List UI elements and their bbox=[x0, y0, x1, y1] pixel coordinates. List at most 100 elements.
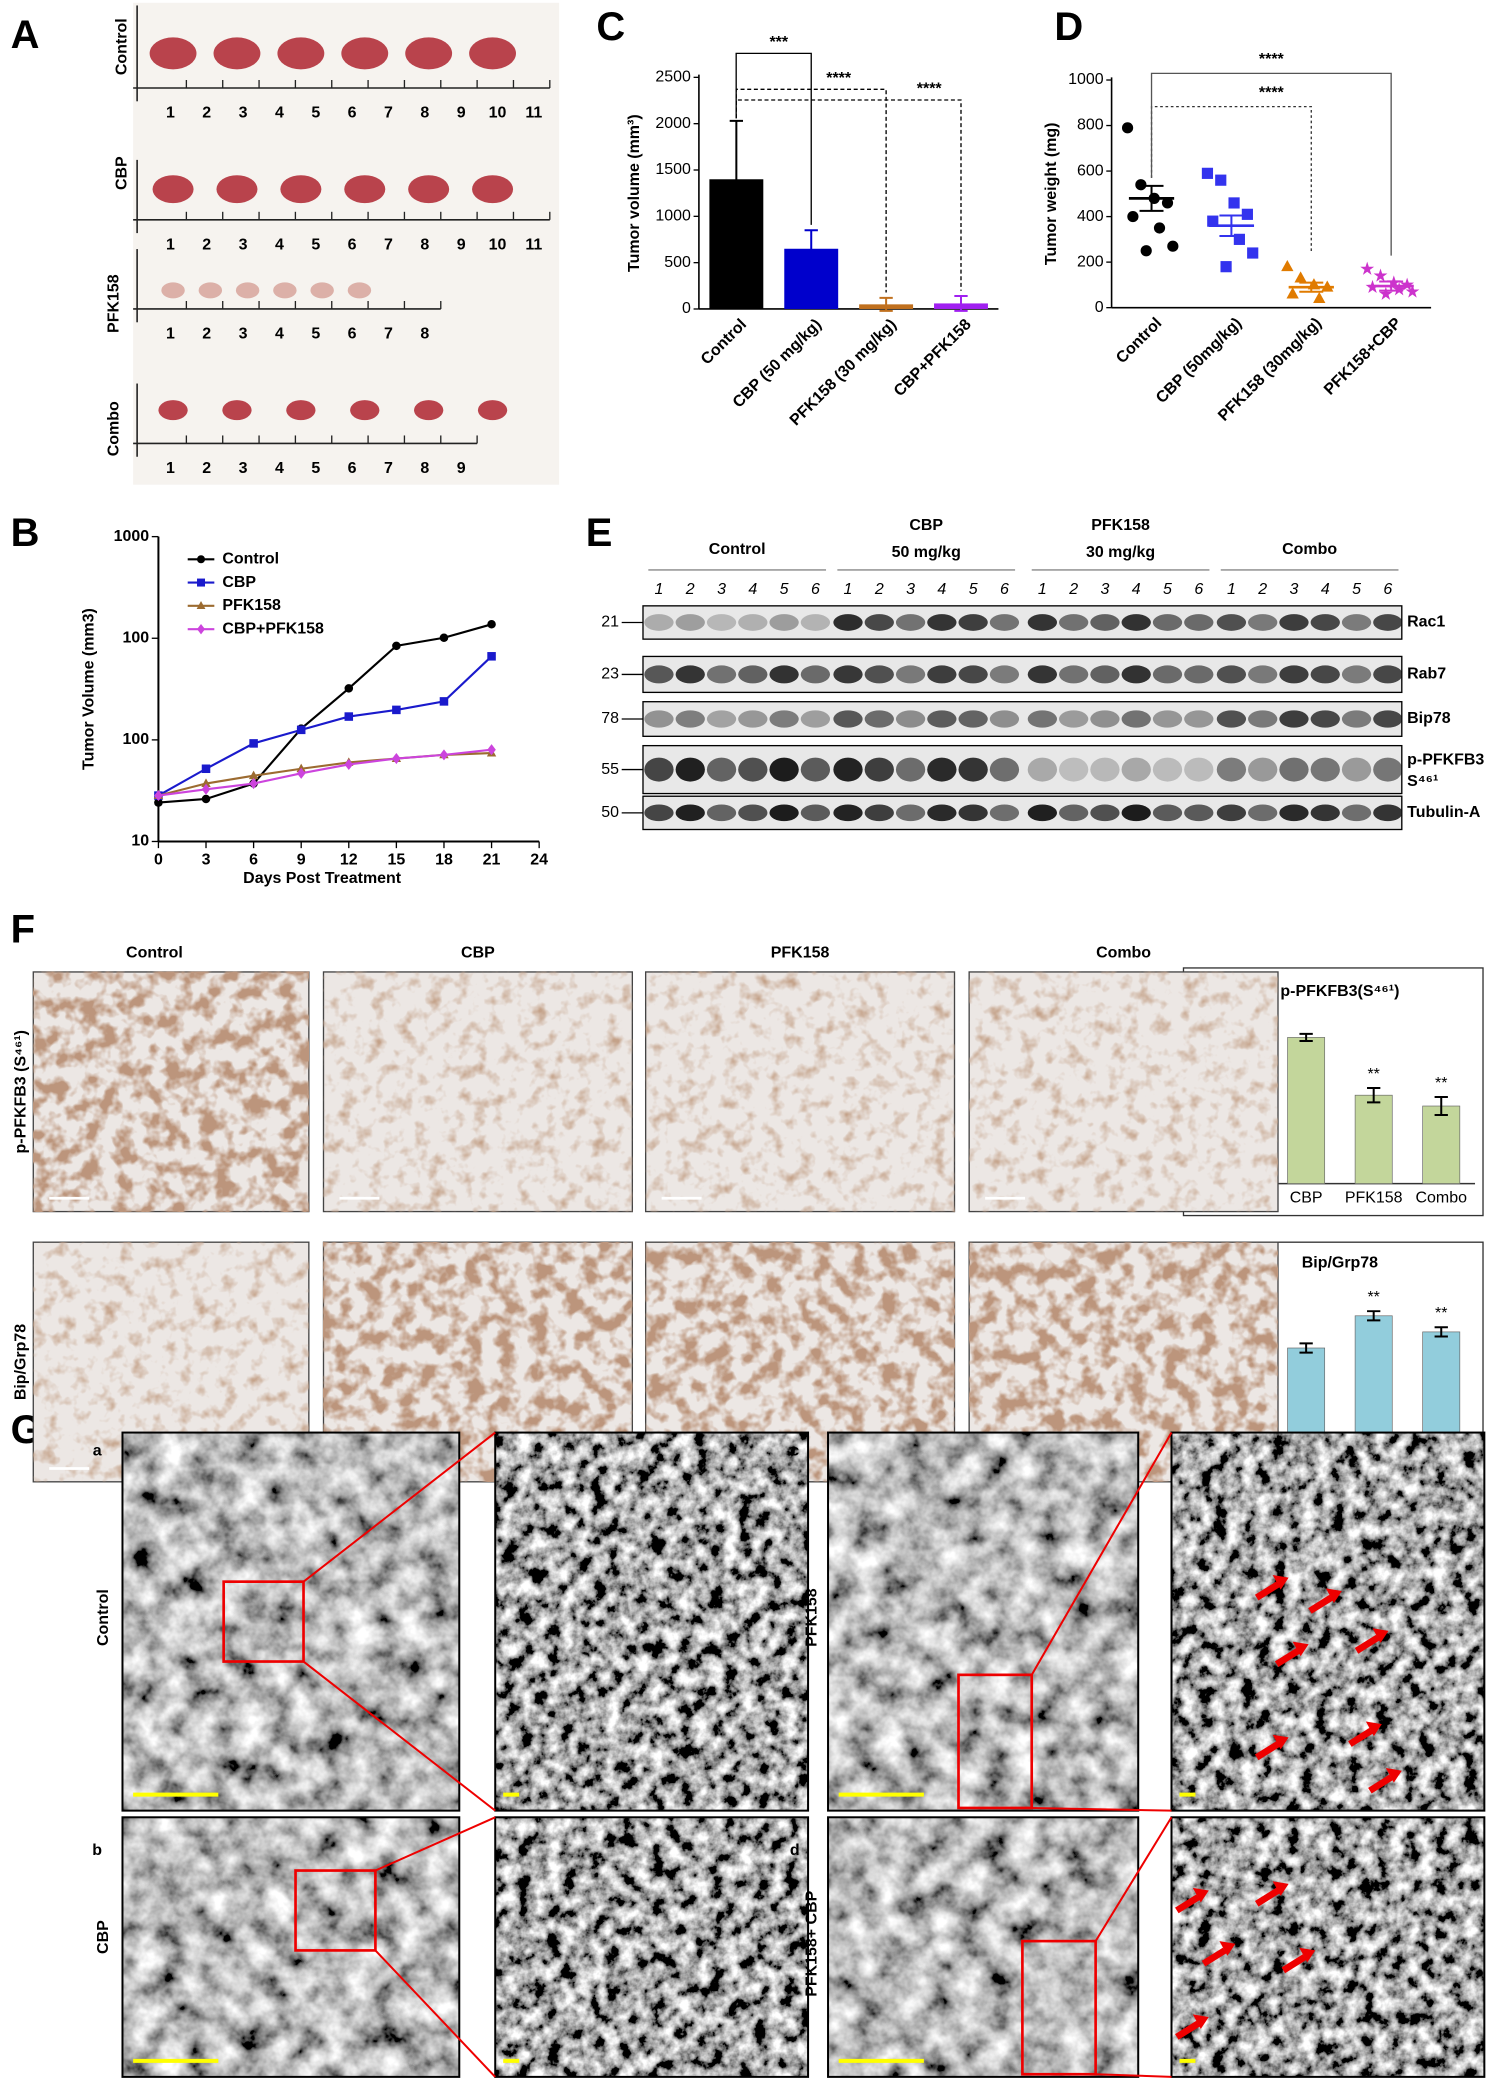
row-label: Bip/Grp78 bbox=[13, 1324, 30, 1400]
ihc-stain bbox=[323, 971, 633, 1212]
marker bbox=[1201, 167, 1214, 179]
mw-label: 78 bbox=[601, 710, 619, 727]
band bbox=[927, 665, 957, 684]
band bbox=[989, 614, 1020, 631]
lane-number: 2 bbox=[874, 581, 884, 598]
band bbox=[706, 614, 737, 631]
ruler-number: 7 bbox=[384, 236, 393, 253]
tumor bbox=[347, 282, 372, 299]
arrow bbox=[1274, 1648, 1300, 1668]
band bbox=[1216, 804, 1247, 822]
lane-number: 6 bbox=[1383, 581, 1392, 598]
sem-bar bbox=[1219, 214, 1244, 237]
lane-number: 6 bbox=[1194, 581, 1203, 598]
band bbox=[1152, 804, 1183, 822]
arrow-head bbox=[1292, 1641, 1309, 1657]
band bbox=[1216, 757, 1247, 782]
ruler-number: 3 bbox=[239, 325, 248, 342]
band bbox=[769, 614, 799, 631]
band bbox=[1121, 614, 1151, 631]
row-label: Rac1 bbox=[1407, 614, 1445, 631]
x-tick-label: Control bbox=[1113, 315, 1165, 367]
marker bbox=[1281, 259, 1294, 272]
marker bbox=[197, 555, 206, 564]
em-zoom bbox=[495, 1432, 809, 1811]
band bbox=[1341, 757, 1372, 782]
y-tick-label: 1000 bbox=[1068, 71, 1104, 88]
band bbox=[738, 757, 768, 782]
y-tick-label: 400 bbox=[1077, 208, 1104, 225]
zoom-line bbox=[302, 1660, 496, 1812]
panel-label: B bbox=[11, 511, 40, 555]
band bbox=[1027, 614, 1058, 631]
error-bar bbox=[729, 119, 744, 239]
zoom-line bbox=[1095, 2073, 1172, 2078]
tumor bbox=[161, 282, 185, 299]
band bbox=[1059, 665, 1089, 684]
marker bbox=[1373, 268, 1388, 282]
band bbox=[989, 757, 1020, 782]
band bbox=[1373, 804, 1403, 822]
row-label: p-PFKFB3 bbox=[1407, 751, 1484, 768]
band bbox=[644, 614, 674, 631]
marker bbox=[392, 641, 401, 651]
marker bbox=[1392, 282, 1407, 296]
band bbox=[864, 614, 894, 631]
marker bbox=[249, 777, 258, 790]
x-tick-label: 18 bbox=[435, 851, 453, 868]
em-image bbox=[121, 1431, 460, 1812]
em-zoom bbox=[1171, 1817, 1485, 2077]
band bbox=[644, 665, 674, 684]
ruler-number: 10 bbox=[489, 105, 507, 122]
sub-label: d bbox=[790, 1842, 800, 1859]
em-frame bbox=[1170, 1431, 1486, 1812]
band bbox=[1248, 665, 1278, 684]
significance: **** bbox=[1259, 85, 1285, 102]
y-axis-label: Tumor Volume (mm3) bbox=[80, 608, 97, 770]
marker bbox=[201, 783, 211, 795]
band bbox=[1373, 757, 1403, 782]
y-tick-label: 0 bbox=[1095, 299, 1104, 316]
row-label: PFK158+ CBP bbox=[803, 1890, 820, 1996]
row-label: Control bbox=[114, 18, 131, 75]
ruler-number: 3 bbox=[239, 460, 248, 477]
band bbox=[644, 710, 674, 728]
bar bbox=[1354, 1094, 1393, 1184]
band bbox=[927, 804, 957, 822]
significance: ** bbox=[1435, 1305, 1447, 1322]
band bbox=[800, 757, 831, 782]
marker bbox=[1233, 233, 1245, 245]
group-label: PFK158 bbox=[1091, 517, 1150, 534]
lane-number: 5 bbox=[1163, 581, 1172, 598]
marker bbox=[1121, 122, 1134, 134]
band bbox=[1121, 757, 1151, 782]
marker bbox=[1241, 208, 1253, 220]
ruler-number: 8 bbox=[420, 460, 429, 477]
band bbox=[1059, 614, 1089, 631]
tumor bbox=[273, 282, 297, 299]
ruler-number: 6 bbox=[348, 236, 357, 253]
marker bbox=[296, 767, 306, 779]
arrow bbox=[1175, 1894, 1200, 1914]
y-tick-label: 1000 bbox=[114, 528, 150, 545]
marker bbox=[1247, 247, 1259, 259]
arrow-head bbox=[1219, 1941, 1236, 1956]
ruler-number: 7 bbox=[384, 105, 393, 122]
em-frame bbox=[494, 1816, 810, 2078]
chart-title: Bip/Grp78 bbox=[1302, 1255, 1378, 1272]
band bbox=[958, 710, 988, 728]
arrow bbox=[1281, 1954, 1307, 1974]
arrow-head bbox=[1325, 1588, 1342, 1603]
panel-label: E bbox=[586, 511, 613, 555]
arrow bbox=[1368, 1774, 1393, 1794]
band bbox=[738, 665, 768, 684]
band bbox=[1373, 665, 1403, 684]
band bbox=[989, 710, 1020, 728]
band bbox=[833, 804, 863, 822]
lane-number: 5 bbox=[969, 581, 978, 598]
marker bbox=[487, 652, 496, 661]
series-line bbox=[158, 748, 492, 797]
tumor bbox=[277, 37, 325, 70]
x-tick-label: CBP (50mg/kg) bbox=[1153, 315, 1245, 407]
